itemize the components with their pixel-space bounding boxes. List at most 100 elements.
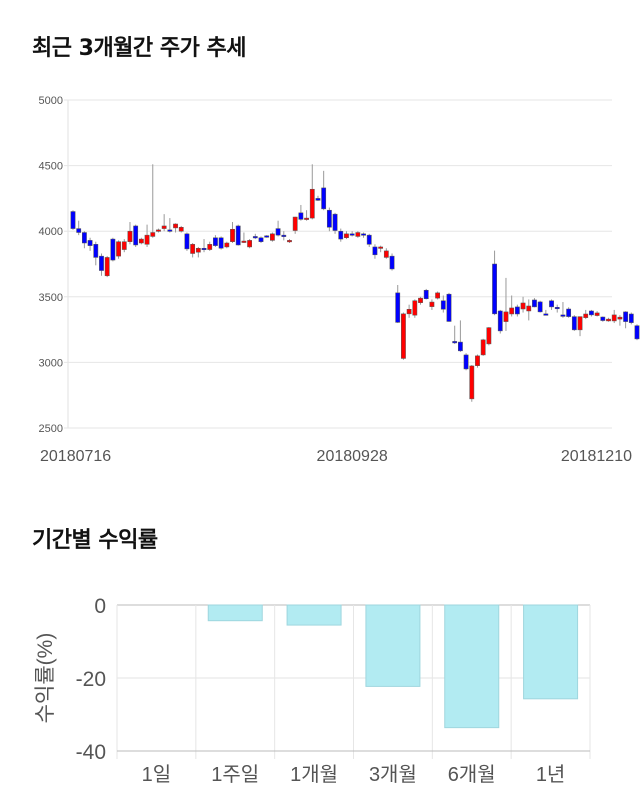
- candle-body: [440, 300, 446, 310]
- candle-body: [338, 230, 344, 240]
- candle-body: [252, 236, 258, 239]
- candle-body: [178, 227, 184, 232]
- candle-body: [526, 305, 532, 312]
- candle-body: [634, 325, 640, 340]
- candle-body: [583, 313, 589, 318]
- candle-body: [537, 301, 543, 313]
- candle-body: [127, 230, 133, 242]
- y-tick-label: -20: [76, 668, 106, 691]
- candle-body: [378, 246, 384, 249]
- candle-body: [309, 188, 315, 219]
- candle-body: [82, 232, 87, 244]
- candle-body: [435, 292, 440, 299]
- return-bar: [207, 604, 263, 622]
- candle-body: [418, 297, 423, 303]
- candle-body: [144, 234, 150, 245]
- candle-body: [577, 316, 583, 331]
- return-bar: [444, 604, 500, 729]
- candle-body: [121, 241, 127, 250]
- candle-body: [93, 244, 99, 258]
- candle-body: [230, 228, 235, 242]
- candle-body: [116, 241, 121, 257]
- candle-body: [70, 211, 76, 229]
- candle-body: [87, 240, 93, 246]
- candle-body: [138, 238, 144, 244]
- candle-body: [389, 255, 395, 270]
- candle-body: [133, 225, 139, 246]
- candle-body: [110, 238, 116, 261]
- candle-body: [475, 355, 480, 366]
- candle-body: [99, 255, 104, 271]
- candle-body: [287, 240, 292, 243]
- x-tick-label: 6개월: [448, 763, 496, 786]
- return-bar: [365, 604, 421, 687]
- candle-body: [492, 263, 497, 315]
- candle-body: [76, 228, 82, 233]
- candle-body: [406, 309, 412, 315]
- candle-body: [606, 318, 611, 322]
- candle-body: [589, 310, 594, 316]
- candle-body: [594, 312, 600, 316]
- candle-body: [412, 300, 418, 316]
- return-bar: [523, 604, 579, 700]
- x-tick-label: 1일: [142, 763, 172, 786]
- candle-body: [361, 233, 366, 236]
- candle-body: [560, 314, 566, 317]
- candle-body: [395, 292, 401, 323]
- candle-body: [218, 237, 224, 249]
- candle-body: [401, 313, 406, 359]
- candle-body: [298, 212, 304, 220]
- candle-body: [349, 233, 355, 236]
- candle-body: [207, 244, 213, 250]
- y-tick-label: 4500: [39, 161, 63, 173]
- candle-body: [469, 365, 475, 400]
- returns-chart-title: 기간별 수익률: [32, 528, 158, 553]
- y-tick-label: 2500: [39, 423, 63, 435]
- x-tick-label: 20181210: [561, 448, 632, 465]
- candle-body: [480, 339, 486, 356]
- candle-body: [520, 302, 526, 310]
- candle-body: [600, 316, 606, 321]
- candle-body: [161, 225, 167, 229]
- candle-body: [423, 289, 429, 300]
- candle-body: [275, 228, 281, 236]
- candle-body: [190, 244, 196, 254]
- candle-body: [458, 341, 463, 352]
- return-bar: [286, 604, 342, 626]
- candle-body: [270, 233, 275, 241]
- candle-body: [292, 216, 298, 231]
- candle-body: [372, 246, 378, 256]
- candle-body: [355, 232, 361, 237]
- x-tick-label: 20180716: [40, 448, 111, 465]
- y-tick-label: 4000: [39, 226, 63, 238]
- candle-body: [628, 313, 634, 323]
- y-tick-label: 3000: [39, 357, 63, 369]
- candle-body: [104, 257, 110, 277]
- candle-body: [224, 242, 230, 248]
- candle-body: [241, 240, 247, 243]
- x-tick-label: 1주일: [211, 763, 259, 786]
- candle-body: [321, 187, 327, 210]
- candle-body: [195, 248, 201, 253]
- candle-body: [366, 234, 372, 245]
- candle-body: [332, 213, 338, 231]
- candle-body: [571, 316, 577, 331]
- candle-body: [429, 301, 435, 307]
- y-tick-label: 5000: [39, 95, 63, 107]
- candle-body: [264, 235, 270, 238]
- candle-body: [486, 327, 492, 345]
- candle-body: [281, 234, 287, 237]
- x-tick-label: 1년: [536, 763, 566, 786]
- candle-body: [156, 229, 161, 232]
- x-tick-label: 20180928: [317, 448, 388, 465]
- candle-body: [509, 307, 515, 315]
- candle-body: [463, 354, 469, 370]
- candle-body: [213, 237, 218, 246]
- y-tick-label: 0: [94, 595, 106, 618]
- candle-body: [258, 237, 264, 242]
- candle-body: [184, 233, 190, 250]
- candle-body: [167, 229, 173, 232]
- candle-body: [446, 293, 452, 322]
- candle-body: [503, 311, 509, 322]
